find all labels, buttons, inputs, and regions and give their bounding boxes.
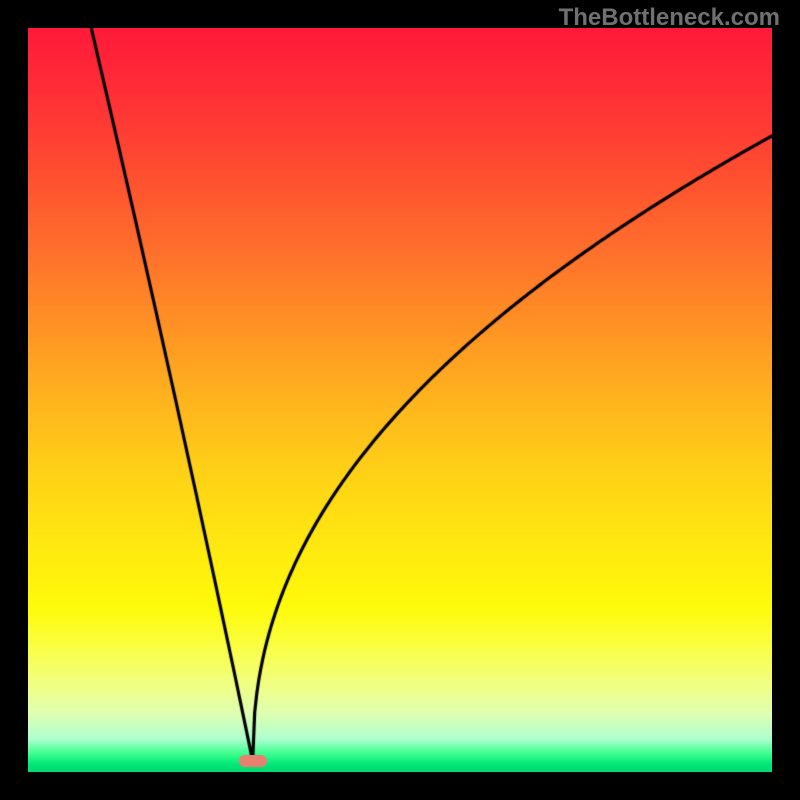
plot-area xyxy=(28,28,772,772)
watermark-text: TheBottleneck.com xyxy=(559,4,780,32)
chart-container: TheBottleneck.com xyxy=(0,0,800,800)
minimum-marker xyxy=(239,755,267,767)
bottleneck-curve xyxy=(28,28,772,772)
